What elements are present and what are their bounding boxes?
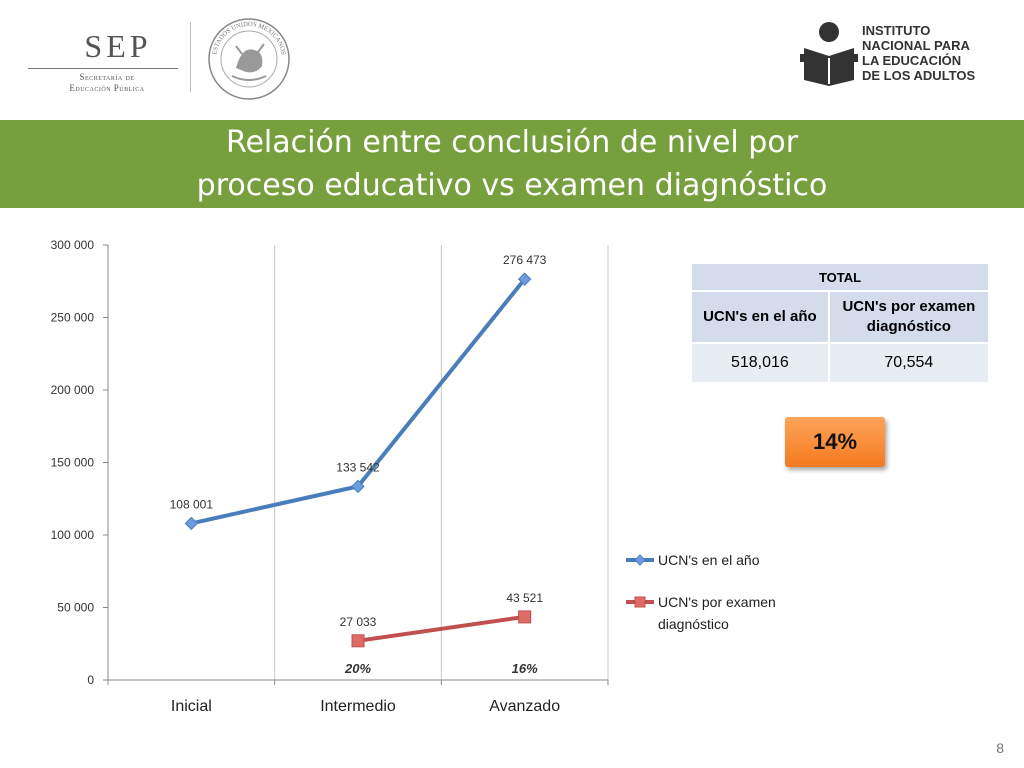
- y-tick-label: 0: [87, 673, 94, 687]
- percent-annotation: 16%: [512, 661, 538, 676]
- slide-header: SEP Secretaría de Educación Pública ESTA…: [0, 0, 1024, 120]
- legend-marker-series2: [634, 596, 646, 608]
- total-table-header: TOTAL: [692, 264, 988, 290]
- total-table-col2-header-line2: diagnóstico: [866, 318, 951, 335]
- data-label: 108 001: [170, 497, 214, 511]
- legend-marker-series1: [634, 554, 646, 566]
- legend-label-series2-line2: diagnóstico: [658, 616, 729, 632]
- y-tick-label: 100 000: [51, 528, 95, 542]
- y-tick-label: 50 000: [57, 601, 94, 615]
- x-tick-label: Inicial: [171, 698, 212, 715]
- slide-title-line2: proceso educativo vs examen diagnóstico: [196, 168, 828, 203]
- sep-logo-subtitle-line1: Secretaría de: [79, 72, 135, 82]
- reader-icon: [800, 22, 858, 86]
- sep-logo: SEP Secretaría de Educación Pública: [28, 28, 178, 98]
- header-divider: [190, 22, 191, 92]
- data-point-marker: [351, 479, 365, 494]
- chart-legend: UCN's en el año UCN's por examen diagnósti…: [626, 552, 776, 632]
- total-table-col2-header-line1: UCN's por examen: [842, 298, 976, 315]
- inea-logo-line2: NACIONAL PARA: [862, 38, 970, 53]
- data-point-marker: [517, 272, 532, 286]
- legend-label-series1: UCN's en el año: [658, 552, 760, 568]
- data-label: 27 033: [340, 615, 377, 629]
- y-tick-label: 250 000: [51, 311, 95, 325]
- mexican-seal-icon: ESTADOS UNIDOS MEXICANOS: [208, 18, 290, 100]
- data-point-marker: [518, 610, 532, 624]
- legend-label-series2-line1: UCN's por examen: [658, 594, 776, 610]
- sep-logo-subtitle: Secretaría de Educación Pública: [42, 72, 172, 94]
- inea-logo-line1: INSTITUTO: [862, 23, 931, 38]
- page-number: 8: [996, 740, 1004, 756]
- sep-logo-subtitle-line2: Educación Pública: [69, 83, 145, 93]
- inea-logo-line4: DE LOS ADULTOS: [862, 68, 976, 83]
- x-tick-label: Avanzado: [489, 698, 560, 715]
- sep-logo-rule: [28, 68, 178, 69]
- line-chart: 0 50 000 100 000 150 000 200 000 250 000 300 0…: [51, 238, 776, 715]
- data-point-marker: [351, 634, 365, 648]
- title-band: Relación entre conclusión de nivel por p…: [0, 120, 1024, 208]
- total-table: TOTAL UCN's en el año UCN's por examen d…: [690, 262, 990, 384]
- percent-annotation: 20%: [344, 661, 371, 676]
- y-tick-label: 200 000: [51, 383, 95, 397]
- inea-logo: INSTITUTO NACIONAL PARA LA EDUCACIÓN DE …: [800, 20, 1000, 90]
- total-table-col2-header: UCN's por examen diagnóstico: [829, 292, 988, 342]
- inea-logo-line3: LA EDUCACIÓN: [862, 53, 962, 68]
- inea-logo-text: INSTITUTO NACIONAL PARA LA EDUCACIÓN DE …: [862, 23, 1002, 83]
- series-line-2: [357, 614, 525, 643]
- total-table-col1-header: UCN's en el año: [692, 292, 828, 342]
- x-tick-label: Intermedio: [320, 698, 396, 715]
- total-table-col1-value: 518,016: [692, 344, 828, 382]
- y-tick-label: 300 000: [51, 238, 95, 252]
- data-label: 133 542: [336, 460, 380, 474]
- sep-logo-word: SEP: [84, 28, 152, 64]
- percent-badge: 14%: [785, 417, 885, 467]
- y-tick-label: 150 000: [51, 456, 95, 470]
- data-point-marker: [184, 516, 199, 531]
- data-label: 43 521: [506, 591, 543, 605]
- slide-title-line1: Relación entre conclusión de nivel por: [225, 125, 799, 160]
- data-label: 276 473: [503, 253, 547, 267]
- total-table-col2-value: 70,554: [829, 344, 988, 382]
